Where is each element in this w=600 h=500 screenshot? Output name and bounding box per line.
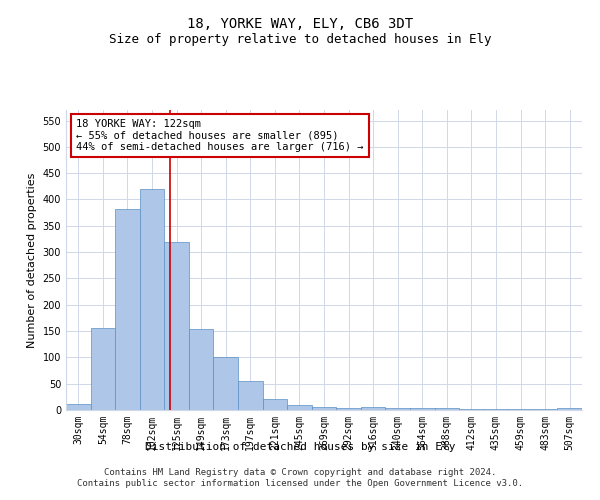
Y-axis label: Number of detached properties: Number of detached properties xyxy=(27,172,37,348)
Text: 18, YORKE WAY, ELY, CB6 3DT: 18, YORKE WAY, ELY, CB6 3DT xyxy=(187,18,413,32)
Text: 18 YORKE WAY: 122sqm
← 55% of detached houses are smaller (895)
44% of semi-deta: 18 YORKE WAY: 122sqm ← 55% of detached h… xyxy=(76,119,364,152)
Bar xyxy=(66,404,91,410)
Bar xyxy=(361,408,385,410)
Bar xyxy=(459,409,484,410)
Bar xyxy=(533,409,557,410)
Text: Contains HM Land Registry data © Crown copyright and database right 2024.
Contai: Contains HM Land Registry data © Crown c… xyxy=(77,468,523,487)
Bar xyxy=(312,407,336,410)
Bar xyxy=(115,209,140,410)
Bar xyxy=(385,408,410,410)
Bar xyxy=(336,408,361,410)
Text: Distribution of detached houses by size in Ely: Distribution of detached houses by size … xyxy=(145,442,455,452)
Bar xyxy=(263,400,287,410)
Bar xyxy=(508,409,533,410)
Bar xyxy=(238,381,263,410)
Bar xyxy=(140,189,164,410)
Bar xyxy=(214,358,238,410)
Text: Size of property relative to detached houses in Ely: Size of property relative to detached ho… xyxy=(109,32,491,46)
Bar xyxy=(189,330,214,410)
Bar xyxy=(557,408,582,410)
Bar xyxy=(484,409,508,410)
Bar xyxy=(164,242,189,410)
Bar xyxy=(91,328,115,410)
Bar xyxy=(287,404,312,410)
Bar xyxy=(410,408,434,410)
Bar xyxy=(434,408,459,410)
